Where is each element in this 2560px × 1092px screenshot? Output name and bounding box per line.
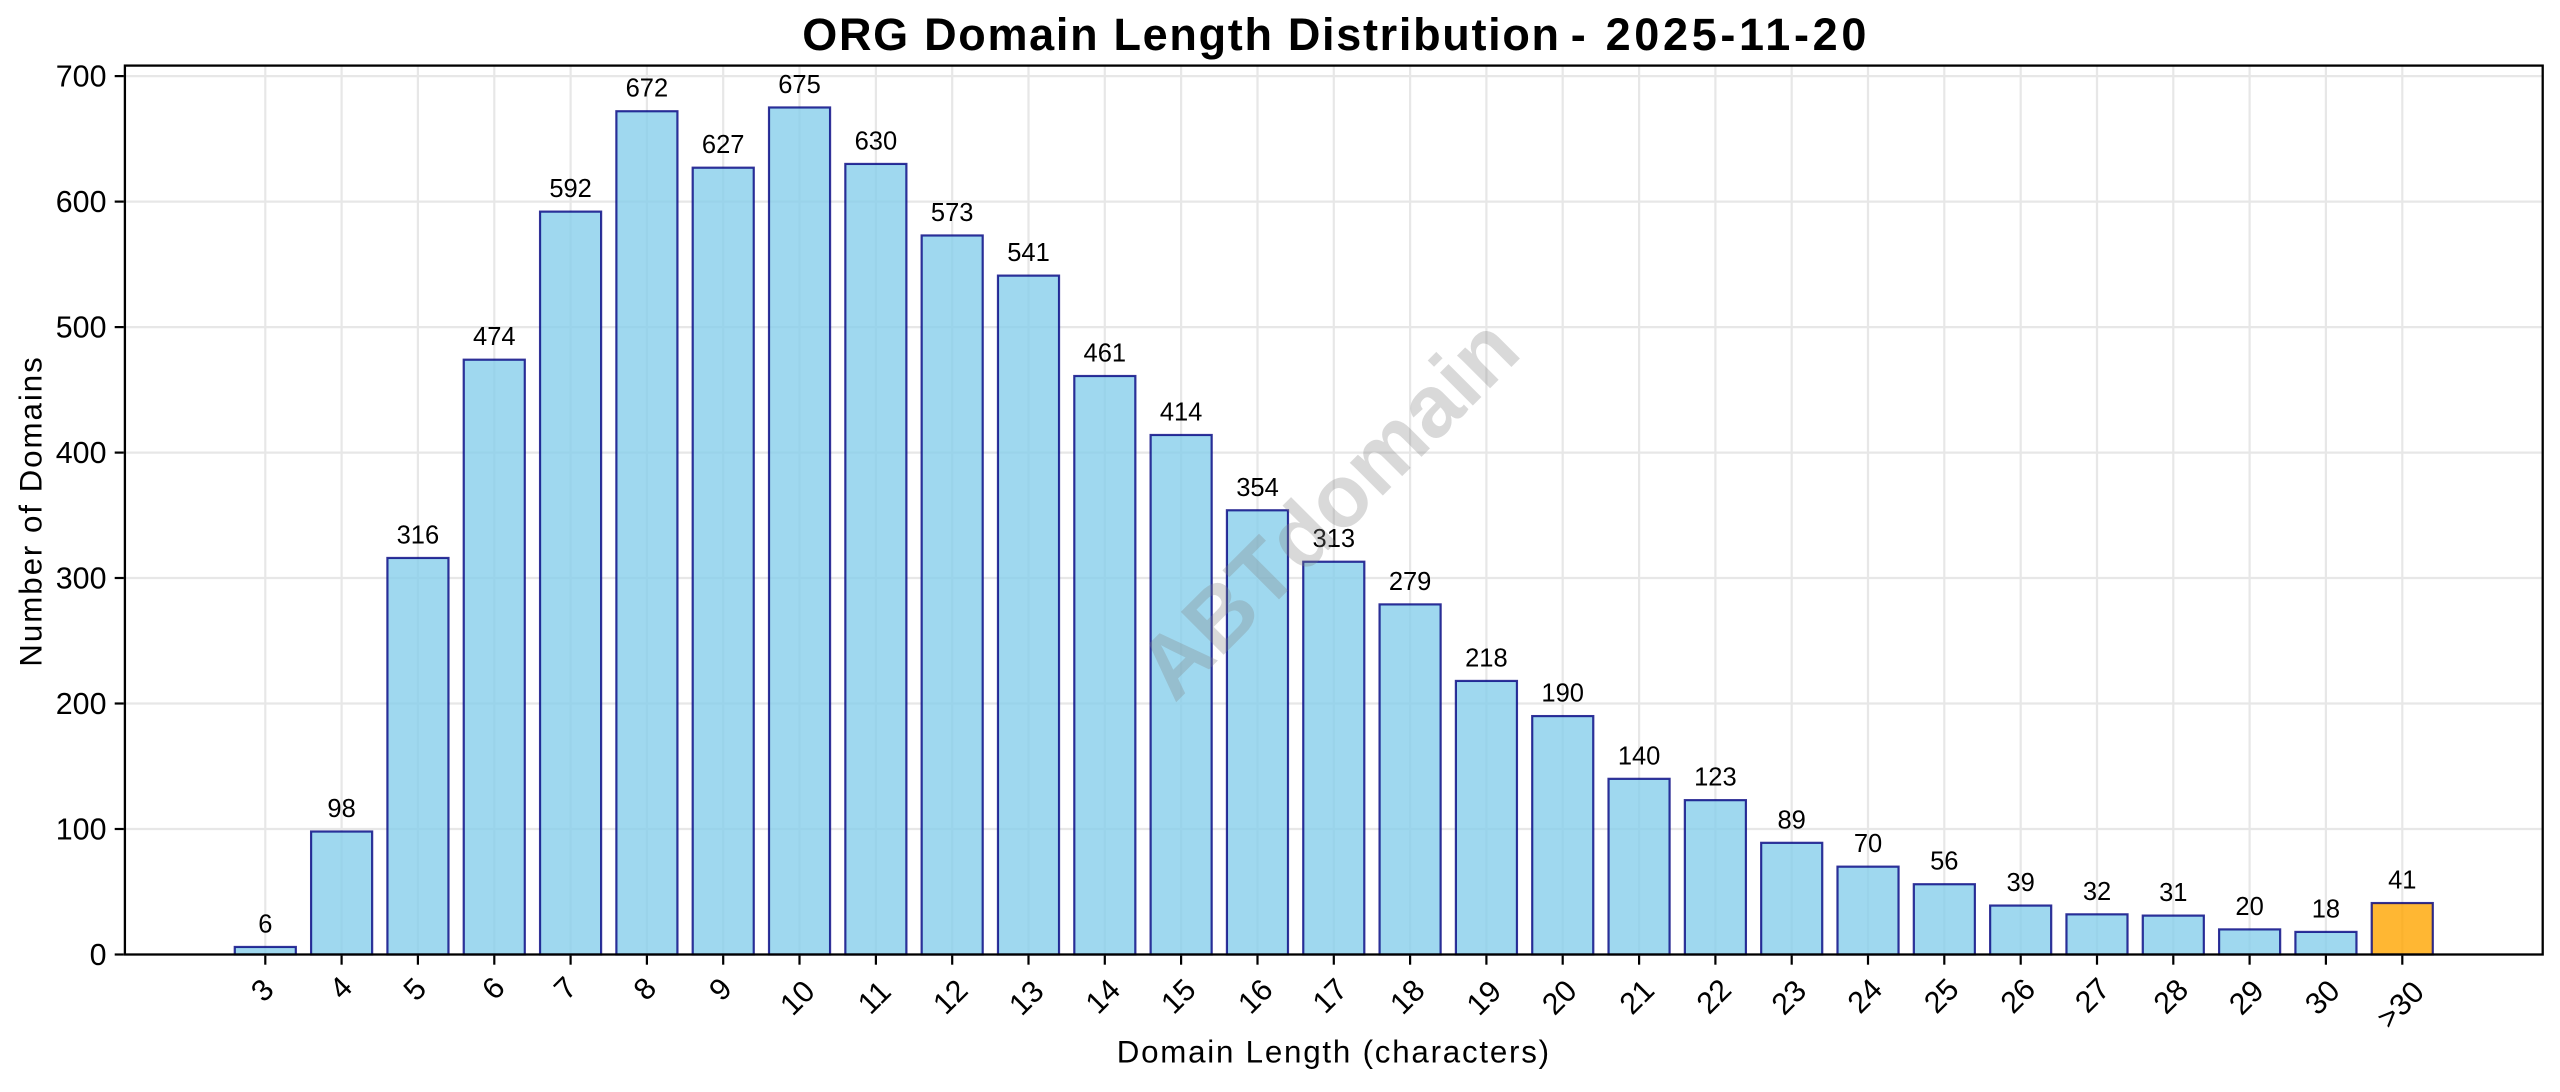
- svg-text:Domain Length (characters): Domain Length (characters): [1117, 1035, 1551, 1070]
- svg-text:100: 100: [56, 813, 107, 847]
- svg-text:20: 20: [2235, 893, 2263, 921]
- svg-text:140: 140: [1618, 742, 1661, 770]
- svg-text:300: 300: [56, 562, 107, 596]
- svg-text:600: 600: [56, 185, 107, 219]
- svg-text:98: 98: [327, 795, 355, 823]
- svg-text:31: 31: [2159, 879, 2187, 907]
- svg-text:41: 41: [2388, 867, 2416, 895]
- svg-text:218: 218: [1465, 644, 1508, 672]
- svg-text:ORG Domain Length Distribution: ORG Domain Length Distribution: [802, 9, 1560, 60]
- svg-text:6: 6: [258, 911, 272, 939]
- svg-text:700: 700: [56, 60, 107, 94]
- svg-text:627: 627: [702, 131, 745, 159]
- svg-text:630: 630: [855, 127, 898, 155]
- svg-text:500: 500: [56, 311, 107, 345]
- svg-text:592: 592: [549, 175, 592, 203]
- svg-text:70: 70: [1854, 830, 1882, 858]
- svg-text:123: 123: [1694, 764, 1737, 792]
- svg-text:32: 32: [2083, 878, 2111, 906]
- svg-text:414: 414: [1160, 399, 1203, 427]
- svg-text:675: 675: [778, 71, 821, 99]
- svg-text:354: 354: [1236, 474, 1279, 502]
- svg-text:89: 89: [1778, 806, 1806, 834]
- svg-text:- 2025-11-20: - 2025-11-20: [1571, 9, 1870, 60]
- svg-text:474: 474: [473, 323, 516, 351]
- svg-text:313: 313: [1313, 525, 1356, 553]
- svg-text:400: 400: [56, 436, 107, 470]
- svg-text:39: 39: [2007, 869, 2035, 897]
- svg-text:18: 18: [2312, 895, 2340, 923]
- svg-text:461: 461: [1084, 340, 1127, 368]
- svg-text:190: 190: [1541, 680, 1584, 708]
- svg-text:0: 0: [90, 938, 107, 972]
- svg-text:672: 672: [626, 75, 669, 103]
- svg-text:541: 541: [1007, 239, 1050, 267]
- svg-text:279: 279: [1389, 568, 1432, 596]
- svg-text:200: 200: [56, 687, 107, 721]
- svg-text:56: 56: [1930, 848, 1958, 876]
- svg-text:316: 316: [397, 522, 440, 550]
- svg-text:Number of Domains: Number of Domains: [13, 355, 48, 666]
- svg-text:573: 573: [931, 199, 974, 227]
